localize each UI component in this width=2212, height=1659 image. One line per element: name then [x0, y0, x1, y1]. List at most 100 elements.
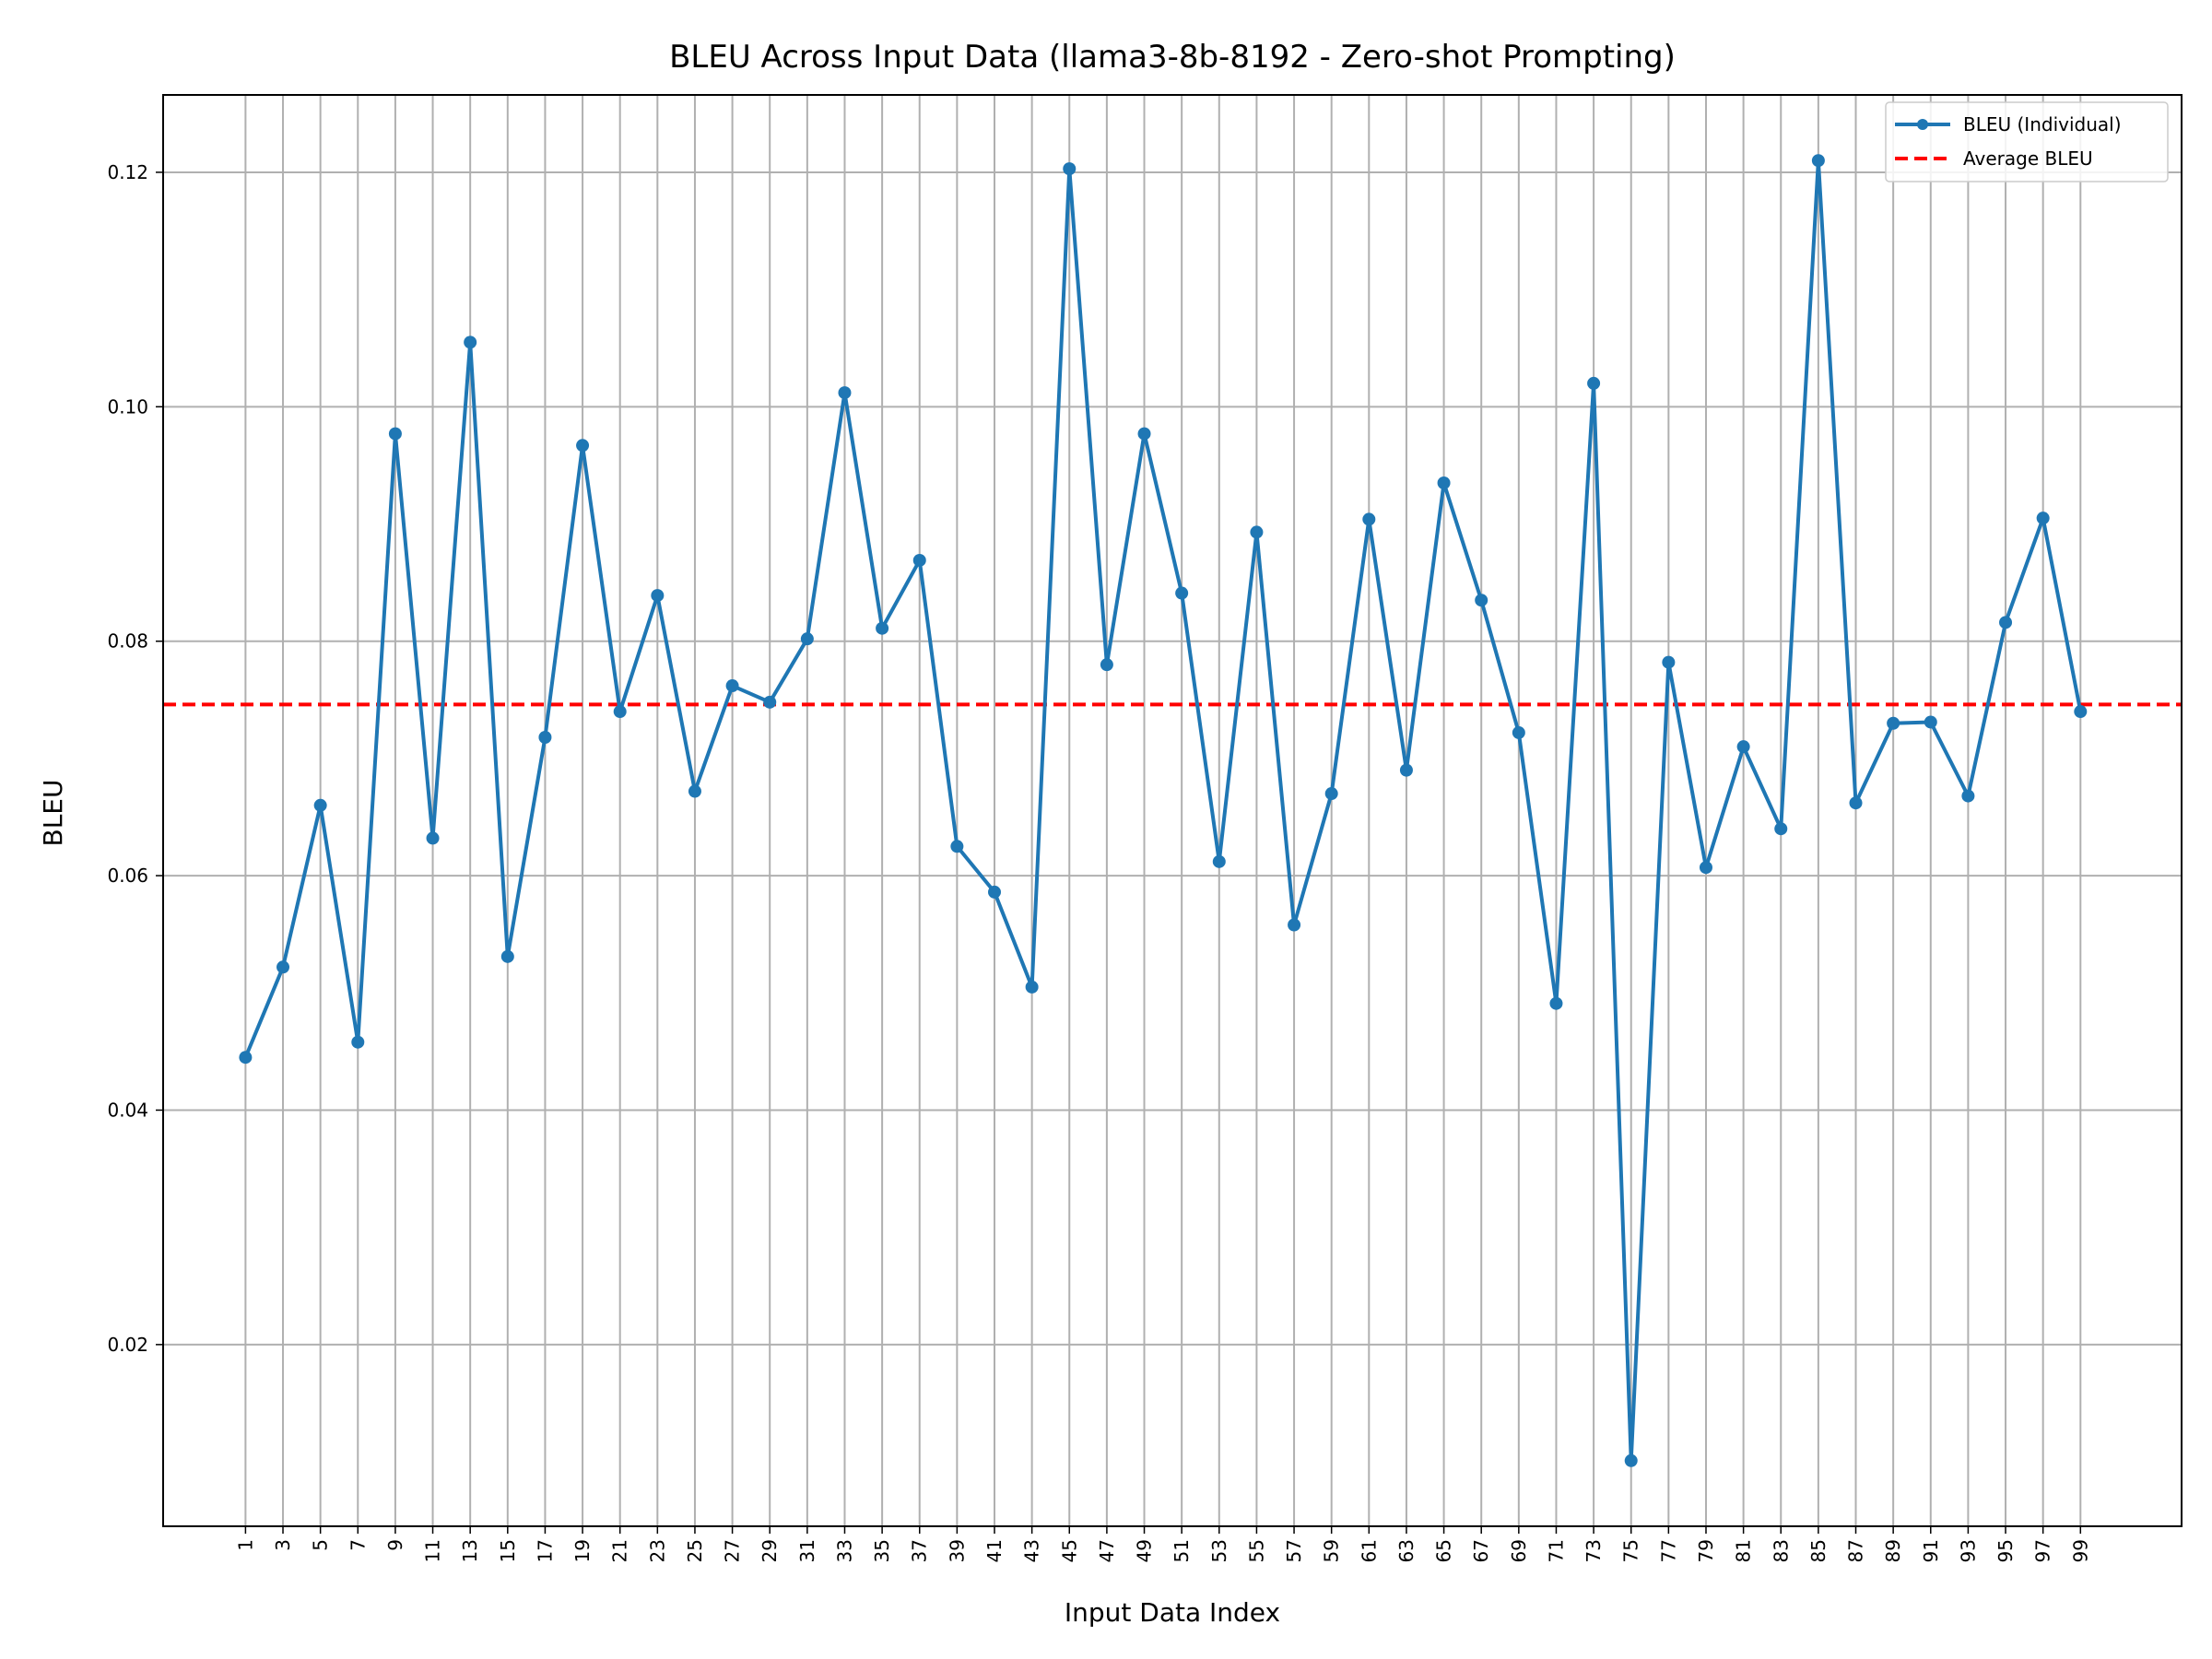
x-tick-label: 49 — [1134, 1539, 1156, 1562]
bleu-data-point — [1437, 477, 1451, 490]
bleu-data-point — [912, 553, 926, 567]
bleu-data-point — [239, 1051, 253, 1065]
bleu-data-point — [1137, 427, 1151, 441]
x-tick-label: 27 — [722, 1539, 744, 1562]
y-tick-label: 0.02 — [107, 1334, 148, 1356]
x-tick-label: 41 — [983, 1539, 1006, 1562]
bleu-data-point — [1399, 763, 1413, 777]
y-tick-label: 0.08 — [107, 630, 148, 653]
bleu-data-point — [1961, 789, 1975, 803]
bleu-data-point — [1212, 854, 1226, 868]
x-tick-label: 83 — [1770, 1539, 1792, 1562]
bleu-data-point — [1999, 616, 2013, 629]
bleu-data-point — [464, 335, 477, 349]
x-axis-label: Input Data Index — [1065, 1597, 1280, 1628]
bleu-data-point — [1849, 796, 1863, 810]
bleu-data-point — [1475, 594, 1488, 607]
x-tick-label: 57 — [1283, 1539, 1305, 1562]
bleu-data-point — [313, 798, 327, 812]
x-tick-label: 79 — [1695, 1539, 1717, 1562]
x-tick-label: 77 — [1657, 1539, 1679, 1562]
x-ticks: 1 3 5 7 9 11 13 15 17 19 21 23 25 27 29 31 33 35 37 39 41 43 4… — [234, 1526, 2091, 1562]
x-tick-label: 13 — [459, 1539, 481, 1562]
legend-marker-individual — [1917, 119, 1928, 130]
bleu-data-point — [1811, 154, 1825, 168]
bleu-data-point — [988, 885, 1002, 899]
x-tick-label: 29 — [759, 1539, 781, 1562]
bleu-data-point — [1250, 525, 1264, 539]
bleu-data-point — [950, 840, 964, 853]
x-tick-label: 91 — [1920, 1539, 1942, 1562]
bleu-data-point — [1362, 512, 1376, 526]
bleu-data-point — [538, 731, 552, 745]
x-tick-label: 43 — [1021, 1539, 1043, 1562]
x-tick-label: 45 — [1058, 1539, 1080, 1562]
bleu-data-point — [1063, 162, 1077, 176]
bleu-data-point — [688, 784, 701, 798]
bleu-data-point — [276, 960, 290, 974]
x-tick-label: 51 — [1171, 1539, 1193, 1562]
bleu-data-point — [1774, 822, 1788, 836]
x-tick-label: 81 — [1733, 1539, 1755, 1562]
bleu-data-point — [388, 427, 402, 441]
bleu-data-point — [1624, 1453, 1638, 1467]
bleu-data-point — [1736, 740, 1750, 754]
x-tick-label: 75 — [1620, 1539, 1642, 1562]
x-tick-label: 53 — [1208, 1539, 1230, 1562]
bleu-data-point — [1587, 376, 1601, 390]
y-tick-label: 0.10 — [107, 395, 148, 418]
bleu-data-point — [1288, 918, 1301, 932]
x-tick-label: 19 — [571, 1539, 594, 1562]
x-tick-label: 25 — [684, 1539, 706, 1562]
x-tick-label: 15 — [497, 1539, 519, 1562]
bleu-data-point — [1025, 980, 1039, 994]
x-tick-label: 65 — [1433, 1539, 1455, 1562]
bleu-data-point — [2074, 705, 2088, 719]
y-tick-label: 0.04 — [107, 1099, 148, 1121]
x-tick-label: 59 — [1321, 1539, 1343, 1562]
y-ticks: 0.02 0.04 0.06 0.08 0.10 0.12 — [107, 161, 163, 1356]
legend-label-average: Average BLEU — [1963, 147, 2093, 170]
x-tick-label: 3 — [272, 1539, 294, 1551]
y-axis-label: BLEU — [38, 780, 68, 847]
x-tick-label: 73 — [1583, 1539, 1605, 1562]
plot-frame — [162, 94, 2183, 1527]
x-tick-label: 9 — [384, 1539, 406, 1551]
x-tick-label: 31 — [796, 1539, 818, 1562]
x-tick-label: 7 — [347, 1539, 369, 1551]
legend-box — [1885, 101, 2169, 182]
x-tick-label: 97 — [2032, 1539, 2054, 1562]
x-tick-label: 99 — [2069, 1539, 2091, 1562]
x-tick-label: 67 — [1470, 1539, 1492, 1562]
x-tick-label: 35 — [871, 1539, 893, 1562]
y-tick-label: 0.12 — [107, 161, 148, 183]
bleu-data-point — [1100, 658, 1113, 672]
x-tick-label: 69 — [1508, 1539, 1530, 1562]
x-tick-label: 93 — [1957, 1539, 1979, 1562]
x-tick-label: 21 — [609, 1539, 631, 1562]
x-tick-label: 5 — [310, 1539, 332, 1551]
bleu-data-point — [1324, 787, 1338, 801]
bleu-data-point — [651, 589, 665, 603]
bleu-data-point — [1924, 715, 1937, 729]
bleu-data-point — [1887, 716, 1900, 730]
bleu-data-point — [800, 632, 814, 646]
x-tick-label: 17 — [534, 1539, 556, 1562]
legend: BLEU (Individual) Average BLEU — [1885, 101, 2169, 182]
bleu-data-point — [876, 621, 889, 635]
x-tick-label: 63 — [1395, 1539, 1418, 1562]
x-tick-label: 33 — [833, 1539, 855, 1562]
bleu-data-point — [426, 831, 440, 845]
legend-label-individual: BLEU (Individual) — [1963, 113, 2122, 135]
bleu-data-point — [500, 949, 514, 963]
bleu-data-point — [1512, 725, 1525, 739]
x-tick-label: 11 — [422, 1539, 444, 1562]
x-tick-label: 23 — [646, 1539, 668, 1562]
chart-title: BLEU Across Input Data (llama3-8b-8192 -… — [669, 39, 1676, 76]
x-tick-label: 47 — [1096, 1539, 1118, 1562]
bleu-data-point — [1662, 655, 1676, 669]
bleu-data-point — [1699, 861, 1712, 875]
grid — [163, 95, 2182, 1526]
